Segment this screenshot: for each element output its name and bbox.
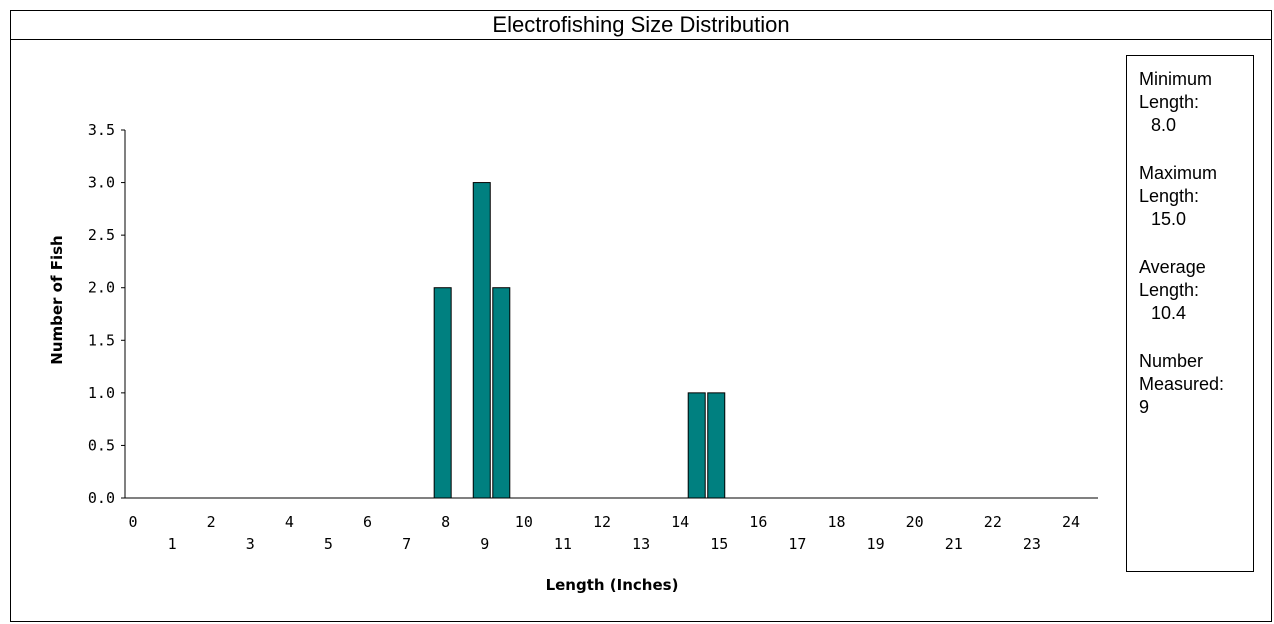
x-tick-label: 4 — [285, 513, 294, 531]
chart-frame: Electrofishing Size Distribution — [10, 10, 1272, 622]
x-tick-label: 16 — [749, 513, 767, 531]
histogram-bar — [433, 287, 452, 499]
x-tick-label: 17 — [788, 535, 806, 553]
y-tick-label: 2.0 — [88, 279, 115, 297]
x-tick-label: 7 — [402, 535, 411, 553]
x-tick-label: 24 — [1062, 513, 1080, 531]
y-tick-label: 1.5 — [88, 331, 115, 349]
x-tick-label: 10 — [515, 513, 533, 531]
x-tick-label: 8 — [441, 513, 450, 531]
stats-panel: Minimum Length: 8.0 Maximum Length: 15.0… — [1126, 55, 1254, 572]
stat-average-length: Average Length: 10.4 — [1139, 256, 1253, 325]
x-tick-label: 21 — [945, 535, 963, 553]
stat-label: Measured: — [1139, 374, 1225, 394]
x-tick-label: 9 — [480, 535, 489, 553]
x-tick-label: 1 — [168, 535, 177, 553]
y-tick-label: 0.5 — [88, 436, 115, 454]
y-tick-label: 1.0 — [88, 384, 115, 402]
x-tick-label: 12 — [593, 513, 611, 531]
histogram-bar — [492, 287, 511, 499]
stat-value: 15.0 — [1151, 209, 1187, 229]
y-axis-title: Number of Fish — [48, 235, 66, 364]
stat-label: Number — [1139, 351, 1204, 371]
stat-label: Maximum — [1139, 163, 1218, 183]
x-tick-label: 3 — [246, 535, 255, 553]
x-tick-label: 18 — [827, 513, 845, 531]
y-tick-label: 3.5 — [88, 121, 115, 139]
stat-maximum-length: Maximum Length: 15.0 — [1139, 162, 1253, 231]
x-tick-label: 5 — [324, 535, 333, 553]
x-tick-label: 22 — [984, 513, 1002, 531]
y-tick-label: 0.0 — [88, 489, 115, 507]
chart-title: Electrofishing Size Distribution — [11, 11, 1271, 40]
stat-label: Length: — [1139, 280, 1200, 300]
x-tick-label: 14 — [671, 513, 689, 531]
histogram-bar — [687, 392, 706, 499]
stat-label: Minimum — [1139, 69, 1213, 89]
stat-value: 8.0 — [1151, 115, 1177, 135]
x-tick-label: 15 — [710, 535, 728, 553]
stat-number-measured: Number Measured: 9 — [1139, 350, 1253, 419]
stat-minimum-length: Minimum Length: 8.0 — [1139, 68, 1253, 137]
histogram-bar — [472, 182, 491, 499]
stat-label: Average — [1139, 257, 1206, 277]
x-tick-label: 11 — [554, 535, 572, 553]
x-tick-label: 19 — [867, 535, 885, 553]
stat-value: 10.4 — [1151, 303, 1187, 323]
x-tick-label: 20 — [906, 513, 924, 531]
histogram-bar — [707, 392, 726, 499]
stat-label: Length: — [1139, 186, 1200, 206]
stat-label: Length: — [1139, 92, 1200, 112]
x-tick-label: 13 — [632, 535, 650, 553]
stat-value: 9 — [1139, 397, 1150, 417]
x-tick-label: 0 — [128, 513, 137, 531]
x-tick-label: 6 — [363, 513, 372, 531]
x-axis-title: Length (Inches) — [546, 576, 679, 594]
y-tick-label: 2.5 — [88, 226, 115, 244]
x-tick-label: 23 — [1023, 535, 1041, 553]
x-tick-label: 2 — [207, 513, 216, 531]
y-tick-label: 3.0 — [88, 174, 115, 192]
